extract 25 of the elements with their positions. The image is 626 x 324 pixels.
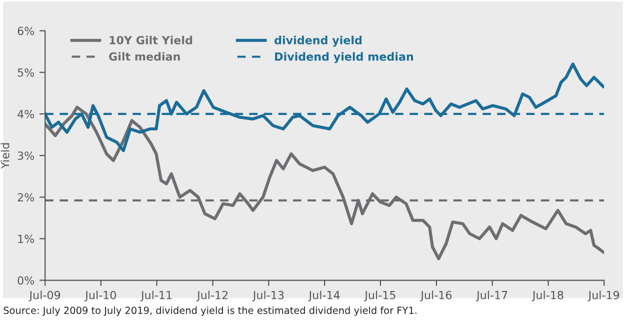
x-tick-label: Jul-09 [28,290,60,302]
y-axis-title: Yield [0,143,10,169]
y-tick-label: 6% [18,26,34,36]
x-tick-label: Jul-17 [476,290,508,302]
x-tick-label: Jul-13 [252,290,284,302]
y-tick-label: 4% [18,110,34,118]
legend-label: Dividend yield median [275,52,413,64]
x-tick-label: Jul-19 [588,290,620,302]
y-tick-label: 2% [18,193,34,202]
x-tick-label: Jul-15 [364,290,396,302]
x-tick-label: Jul-16 [420,290,452,302]
legend-label: 10Y Gilt Yield [110,36,192,44]
legend-label: dividend yield [274,36,362,47]
x-tick-label: Jul-12 [196,290,228,302]
y-tick-label: 5% [18,68,34,77]
x-tick-label: Jul-18 [532,290,564,302]
legend-label: Gilt median [109,52,180,61]
line-series [45,106,604,260]
x-tick-label: Jul-14 [308,290,340,302]
x-tick-label: Jul-10 [84,290,116,302]
source-note: Source: July 2009 to July 2019, dividend yield is the estimated dividend yield for FY1. [4,306,416,316]
x-tick-label: Jul-11 [140,290,172,302]
y-tick-label: 3% [18,151,34,160]
y-tick-label: 0% [18,276,34,285]
y-tick-label: 1% [18,234,34,244]
